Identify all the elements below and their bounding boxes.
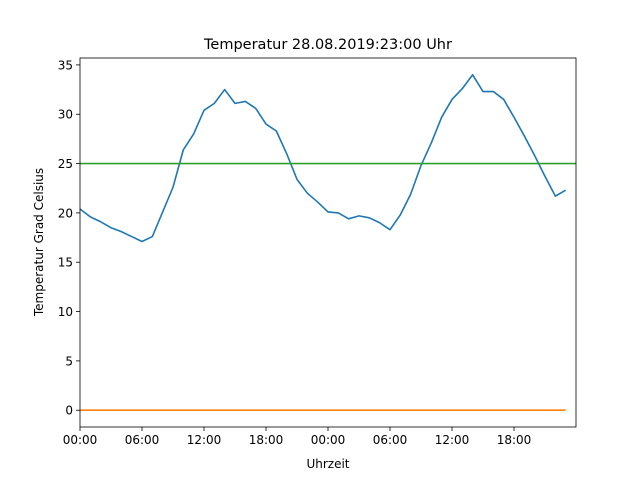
y-tick-label: 20 (58, 206, 73, 220)
x-tick-label: 06:00 (125, 433, 160, 447)
y-tick-label: 30 (58, 108, 73, 122)
y-tick-label: 25 (58, 157, 73, 171)
x-tick-label: 00:00 (63, 433, 98, 447)
x-tick-label: 12:00 (187, 433, 222, 447)
plot-area (79, 73, 576, 412)
y-tick-label: 35 (58, 58, 73, 72)
series-line-1 (79, 73, 567, 243)
y-tick-label: 0 (65, 404, 73, 418)
y-axis-label: Temperatur Grad Celsius (32, 168, 46, 317)
x-tick-label: 18:00 (497, 433, 532, 447)
chart-title: Temperatur 28.08.2019:23:00 Uhr (203, 37, 452, 53)
y-tick-label: 15 (58, 256, 73, 270)
x-axis-label: Uhrzeit (306, 457, 349, 471)
x-tick-label: 06:00 (373, 433, 408, 447)
y-axis: 0 5 10 15 20 25 30 35 (58, 58, 80, 418)
x-tick-label: 18:00 (249, 433, 284, 447)
y-tick-label: 10 (58, 305, 73, 319)
axes-frame (79, 57, 577, 428)
x-axis: 00:00 06:00 12:00 18:00 00:00 06:00 12:00 18:00 (63, 427, 532, 447)
x-tick-label: 00:00 (311, 433, 346, 447)
x-tick-label: 12:00 (435, 433, 470, 447)
y-tick-label: 5 (65, 354, 73, 368)
